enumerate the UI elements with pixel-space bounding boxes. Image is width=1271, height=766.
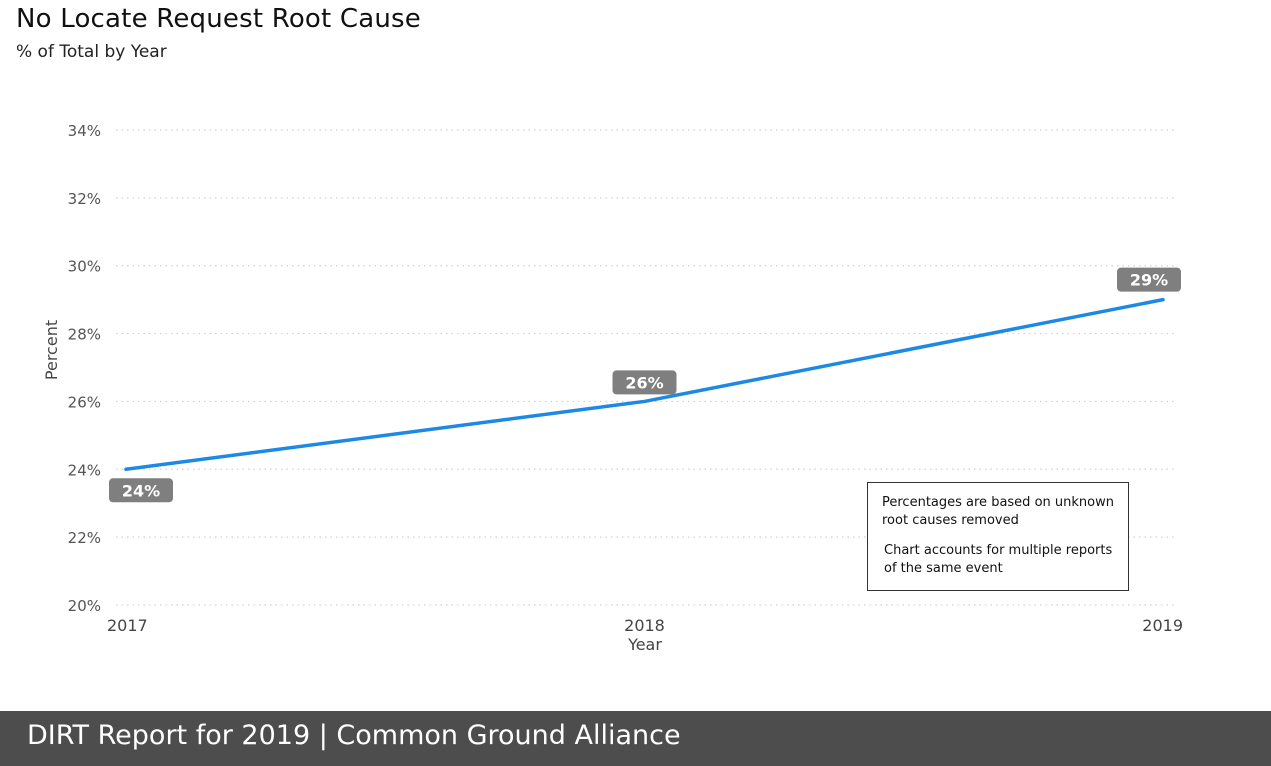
y-tick-label: 22% xyxy=(68,529,101,547)
data-label-bg xyxy=(612,370,677,395)
y-axis-ticks: 20% 22% 24% 26% 28% 30% 32% 34% xyxy=(68,122,101,615)
y-tick-label: 20% xyxy=(68,597,101,615)
series-group xyxy=(124,297,1165,472)
y-tick-label: 32% xyxy=(68,190,101,208)
y-tick-label: 26% xyxy=(68,393,101,411)
x-axis-ticks: 2017 2018 2019 xyxy=(107,616,1183,635)
footer-text: DIRT Report for 2019 | Common Ground All… xyxy=(27,720,681,751)
notes-box: Percentages are based on unknown root ca… xyxy=(867,482,1129,591)
data-label: 29% xyxy=(1130,271,1168,290)
x-tick-label: 2018 xyxy=(624,616,665,635)
y-tick-label: 28% xyxy=(68,326,101,344)
data-label: 26% xyxy=(625,373,663,392)
y-tick-label: 34% xyxy=(68,122,101,140)
y-axis-title: Percent xyxy=(42,320,61,380)
line-chart: 20% 22% 24% 26% 28% 30% 32% 34% 2017 2018 2019 24… xyxy=(42,122,1183,654)
data-label-bg xyxy=(1117,267,1181,292)
data-label-bg xyxy=(109,478,173,503)
data-labels: 24% 26% 29% xyxy=(109,267,1181,503)
gridlines xyxy=(116,129,1175,606)
y-tick-label: 30% xyxy=(68,258,101,276)
chart-subtitle: % of Total by Year xyxy=(16,42,167,62)
x-tick-label: 2017 xyxy=(107,616,148,635)
chart-title: No Locate Request Root Cause xyxy=(16,4,421,34)
series-line xyxy=(124,297,1165,472)
note-multiple-reports: Chart accounts for multiple reports of t… xyxy=(884,543,1113,576)
x-tick-label: 2019 xyxy=(1142,616,1183,635)
data-label: 24% xyxy=(122,481,160,500)
footer-bar: DIRT Report for 2019 | Common Ground All… xyxy=(0,711,1271,766)
y-tick-label: 24% xyxy=(68,461,101,479)
note-unknown-causes: Percentages are based on unknown root ca… xyxy=(882,495,1114,528)
x-axis-title: Year xyxy=(627,635,662,654)
